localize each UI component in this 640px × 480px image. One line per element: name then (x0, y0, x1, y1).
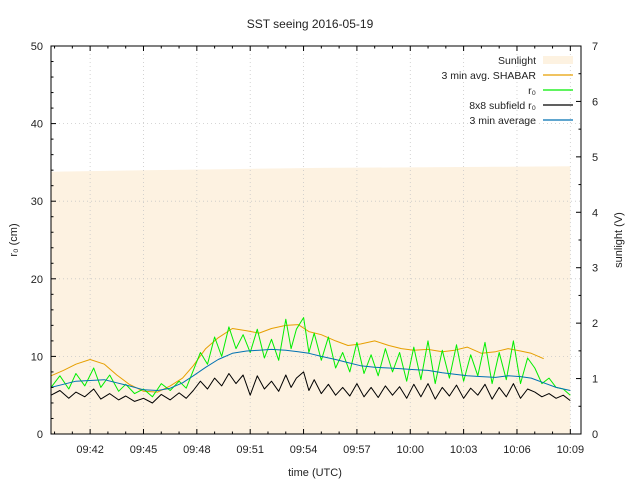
x-tick-label: 09:42 (76, 444, 104, 456)
series-layer (50, 317, 571, 404)
chart-title: SST seeing 2016-05-19 (247, 17, 374, 31)
axes-layer: 09:42 09:45 09:48 09:51 09:54 09:57 10:00 10:03… (31, 41, 598, 456)
y-left-tick-label: 20 (31, 274, 43, 286)
sunlight-area (51, 166, 571, 435)
x-tick-label: 09:51 (236, 444, 264, 456)
x-tick-label: 10:09 (557, 444, 585, 456)
y-right-tick-label: 0 (592, 429, 598, 441)
x-tick-label: 10:00 (396, 444, 424, 456)
y-right-tick-label: 3 (592, 263, 598, 275)
x-axis-label: time (UTC) (288, 467, 342, 479)
x-tick-label: 09:57 (343, 444, 371, 456)
y-left-tick-label: 40 (31, 119, 43, 131)
grid-layer (51, 46, 581, 434)
x-tick-label: 10:06 (503, 444, 531, 456)
legend-swatch-sunlight (543, 56, 573, 64)
legend-label-subfield: 8x8 subfield r₀ (469, 100, 536, 112)
r0-series-line (50, 317, 571, 398)
y-left-tick-label: 10 (31, 351, 43, 363)
legend: Sunlight 3 min avg. SHABAR r₀ 8x8 subfield … (441, 55, 573, 127)
legend-label-sunlight: Sunlight (498, 55, 536, 67)
y-right-tick-label: 4 (592, 207, 598, 219)
y-axis-label-left: r₀ (cm) (8, 223, 20, 256)
y-left-tick-label: 50 (31, 41, 43, 53)
x-tick-label: 10:03 (450, 444, 478, 456)
y-right-tick-label: 1 (592, 374, 598, 386)
y-left-tick-label: 30 (31, 196, 43, 208)
y-right-tick-label: 6 (592, 96, 598, 108)
x-tick-label: 09:48 (183, 444, 211, 456)
x-tick-label: 09:45 (130, 444, 158, 456)
avg-series-line (50, 348, 571, 391)
legend-label-shabar: 3 min avg. SHABAR (441, 70, 536, 82)
sunlight-area-layer (51, 166, 571, 435)
x-tick-label: 09:54 (290, 444, 318, 456)
y-right-tick-label: 2 (592, 318, 598, 330)
shabar-series-line (50, 324, 544, 393)
subfield-series-line (50, 371, 571, 404)
legend-label-avg: 3 min average (469, 115, 536, 127)
y-right-tick-label: 5 (592, 152, 598, 164)
y-right-tick-label: 7 (592, 41, 598, 53)
legend-label-r0: r₀ (528, 85, 536, 97)
y-axis-label-right: sunlight (V) (613, 212, 625, 268)
y-left-tick-label: 0 (37, 429, 43, 441)
